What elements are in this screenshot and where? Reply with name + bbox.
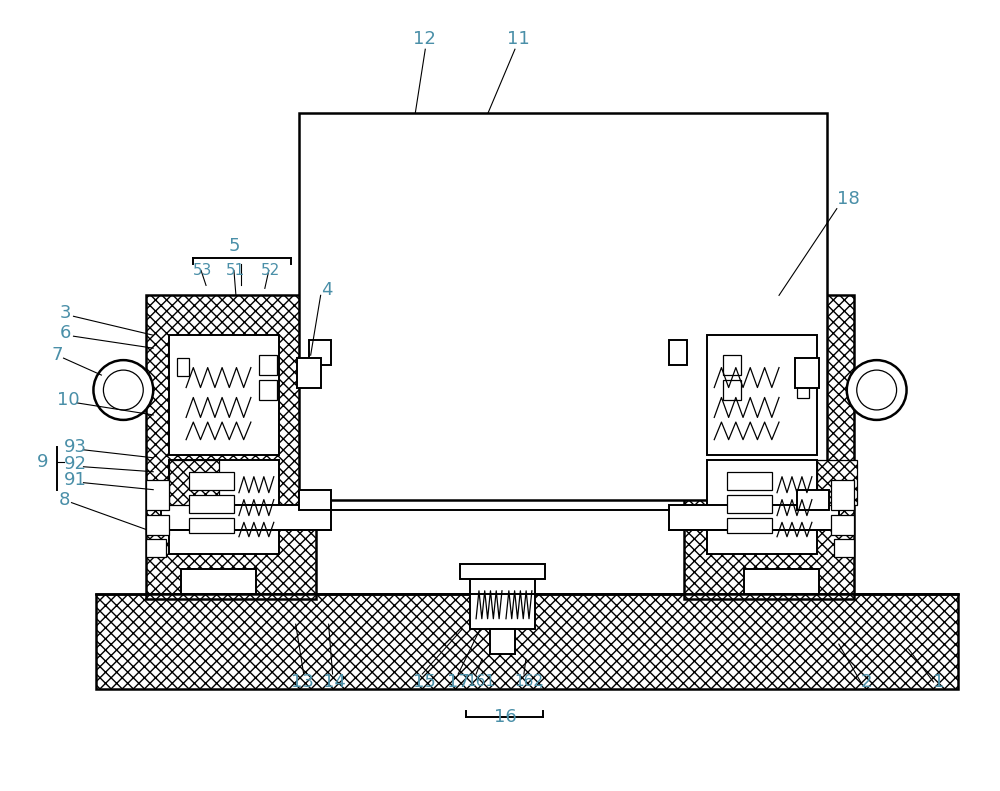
- Bar: [727, 494, 772, 513]
- Text: 7: 7: [52, 346, 63, 364]
- Bar: [723, 355, 741, 375]
- Bar: [834, 539, 854, 558]
- Bar: [169, 460, 219, 505]
- Text: 53: 53: [193, 263, 212, 278]
- Bar: [817, 460, 857, 505]
- Bar: [161, 505, 331, 529]
- Bar: [669, 505, 839, 529]
- Text: 9: 9: [37, 452, 48, 471]
- Bar: [297, 358, 321, 388]
- Text: 14: 14: [323, 673, 346, 691]
- Bar: [684, 295, 854, 600]
- Text: 11: 11: [507, 30, 530, 48]
- Bar: [299, 490, 331, 509]
- Bar: [490, 629, 515, 654]
- Bar: [169, 335, 279, 455]
- Bar: [831, 479, 854, 509]
- Bar: [727, 471, 772, 490]
- Text: 10: 10: [57, 391, 79, 409]
- Bar: [96, 594, 958, 689]
- Text: 13: 13: [291, 673, 314, 691]
- Bar: [727, 517, 772, 532]
- Bar: [259, 380, 277, 400]
- Text: 52: 52: [261, 263, 280, 278]
- Text: 17: 17: [447, 673, 470, 691]
- Bar: [146, 479, 169, 509]
- Text: 18: 18: [837, 190, 860, 208]
- Bar: [797, 358, 809, 376]
- Text: 51: 51: [226, 263, 245, 278]
- Bar: [707, 460, 817, 554]
- Bar: [797, 490, 829, 509]
- Bar: [259, 355, 277, 375]
- Text: 2: 2: [861, 673, 872, 691]
- Text: 3: 3: [60, 305, 71, 322]
- Bar: [744, 570, 819, 594]
- Text: 4: 4: [321, 282, 332, 299]
- Text: 15: 15: [413, 673, 436, 691]
- Bar: [797, 380, 809, 398]
- Bar: [707, 335, 817, 455]
- Circle shape: [93, 360, 153, 420]
- Bar: [189, 494, 234, 513]
- Circle shape: [847, 360, 907, 420]
- Circle shape: [103, 370, 143, 410]
- Text: 92: 92: [64, 455, 87, 473]
- Text: 161: 161: [466, 675, 495, 690]
- Text: 5: 5: [229, 237, 240, 255]
- Bar: [723, 380, 741, 400]
- Bar: [470, 579, 535, 629]
- Bar: [181, 570, 256, 594]
- Bar: [169, 460, 279, 554]
- Bar: [177, 358, 189, 376]
- Text: 1: 1: [933, 673, 945, 691]
- Bar: [146, 295, 316, 600]
- Bar: [299, 113, 827, 500]
- Text: ,: ,: [539, 675, 544, 690]
- Bar: [831, 515, 854, 535]
- Bar: [460, 565, 545, 579]
- Text: 16: 16: [494, 708, 517, 726]
- Text: 93: 93: [64, 438, 87, 456]
- Bar: [146, 539, 166, 558]
- Bar: [189, 517, 234, 532]
- Bar: [669, 340, 687, 365]
- Text: 91: 91: [64, 471, 86, 489]
- Text: 8: 8: [59, 490, 70, 509]
- Circle shape: [857, 370, 897, 410]
- Text: 162: 162: [514, 675, 543, 690]
- Bar: [146, 515, 169, 535]
- Bar: [309, 340, 331, 365]
- Text: 6: 6: [60, 324, 71, 343]
- Text: 12: 12: [413, 30, 436, 48]
- Bar: [189, 471, 234, 490]
- Bar: [795, 358, 819, 388]
